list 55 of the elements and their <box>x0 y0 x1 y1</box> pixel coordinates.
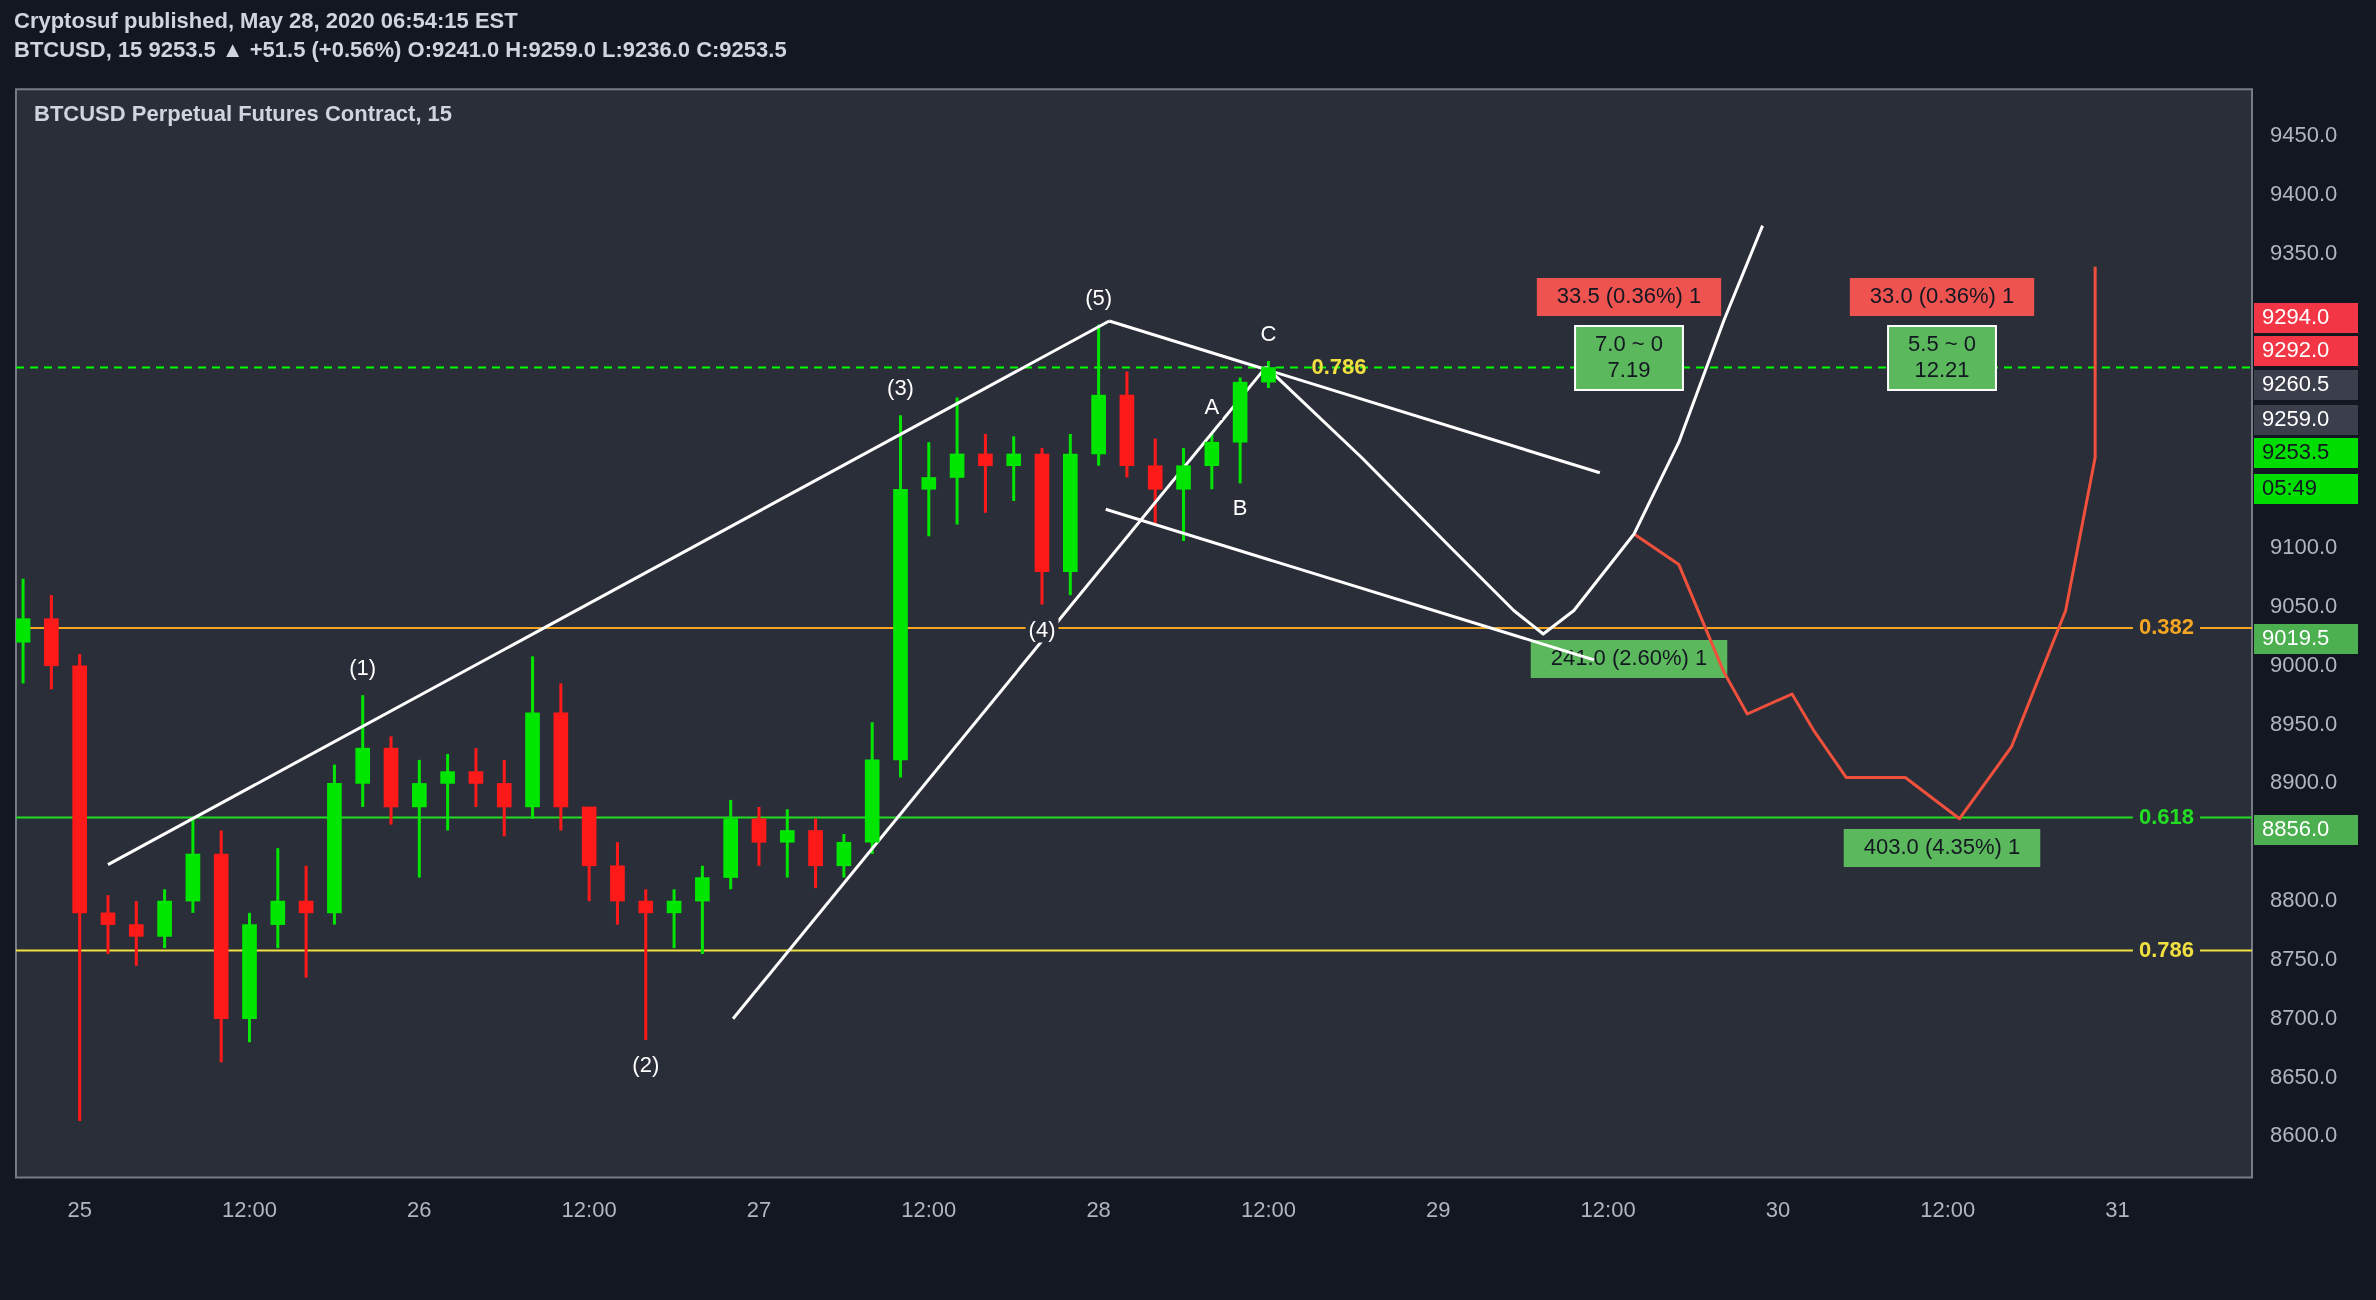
annotation: 0.786 <box>2138 936 2195 962</box>
y-tick-label: 8950.0 <box>2270 710 2338 736</box>
y-tick-label: 9350.0 <box>2270 239 2338 265</box>
y-tick-label: 8900.0 <box>2270 769 2338 795</box>
annotation: (2) <box>632 1051 660 1077</box>
annotation: C <box>1260 321 1277 347</box>
annotation: (3) <box>887 375 914 401</box>
y-tick-label: 9000.0 <box>2270 651 2338 677</box>
annotation: 33.5 (0.36%) 1 <box>1556 283 1702 309</box>
y-tick-label: 9100.0 <box>2270 534 2338 560</box>
x-tick-label: 31 <box>2105 1196 2130 1222</box>
text: Cryptosuf published, May 28, 2020 06:54:15 EST <box>14 7 519 35</box>
x-tick-label: 12:00 <box>1920 1196 1976 1222</box>
y-tick-label: 8700.0 <box>2270 1004 2338 1030</box>
text: 9260.5 <box>2262 371 2330 397</box>
annotation: 0.382 <box>2138 614 2195 640</box>
x-tick-label: 25 <box>67 1196 92 1222</box>
text: 9294.0 <box>2262 304 2330 330</box>
text: 9259.0 <box>2262 406 2330 432</box>
text: 9253.5 <box>2262 439 2330 465</box>
text: BTCUSD Perpetual Futures Contract, 15 <box>34 101 453 127</box>
y-tick-label: 8650.0 <box>2270 1063 2338 1089</box>
x-tick-label: 27 <box>746 1196 772 1222</box>
y-tick-label: 9050.0 <box>2270 592 2338 618</box>
y-tick-label: 9400.0 <box>2270 181 2338 207</box>
annotation: 7.0 ~ 0 7.19 <box>1595 331 1663 383</box>
annotation: B <box>1232 495 1248 521</box>
y-tick-label: 8800.0 <box>2270 887 2338 913</box>
y-tick-label: 8600.0 <box>2270 1122 2338 1148</box>
text: 8856.0 <box>2262 816 2330 842</box>
text: 05:49 <box>2262 475 2318 501</box>
text: 9019.5 <box>2262 625 2330 651</box>
x-tick-label: 12:00 <box>221 1196 278 1222</box>
annotation: 0.786 <box>1311 354 1367 380</box>
annotation: 403.0 (4.35%) 1 <box>1863 834 2021 860</box>
annotation: (5) <box>1085 284 1113 310</box>
x-tick-label: 26 <box>407 1196 432 1222</box>
x-tick-label: 30 <box>1765 1196 1791 1222</box>
annotation: 5.5 ~ 0 12.21 <box>1908 331 1976 383</box>
text: 9292.0 <box>2262 337 2330 363</box>
y-tick-label: 8750.0 <box>2270 945 2338 971</box>
x-tick-label: 29 <box>1426 1196 1451 1222</box>
chart-subtitle: BTCUSD, 15 9253.5 ▲ +51.5 (+0.56%) O:9241.0 H:9259.0 L:9236.0 C:9253.5 <box>14 36 788 64</box>
annotation: A <box>1204 394 1220 420</box>
annotation: (4) <box>1028 616 1056 642</box>
x-tick-label: 12:00 <box>1240 1196 1296 1222</box>
x-tick-label: 28 <box>1086 1196 1111 1222</box>
x-tick-label: 12:00 <box>1580 1196 1636 1222</box>
x-tick-label: 12:00 <box>561 1196 617 1222</box>
annotation: 0.618 <box>2138 803 2195 829</box>
annotation: 241.0 (2.60%) 1 <box>1550 645 1708 671</box>
x-tick-label: 12:00 <box>901 1196 957 1222</box>
annotation: (1) <box>349 655 377 681</box>
annotation: 33.0 (0.36%) 1 <box>1869 283 2015 309</box>
y-tick-label: 9450.0 <box>2270 122 2338 148</box>
